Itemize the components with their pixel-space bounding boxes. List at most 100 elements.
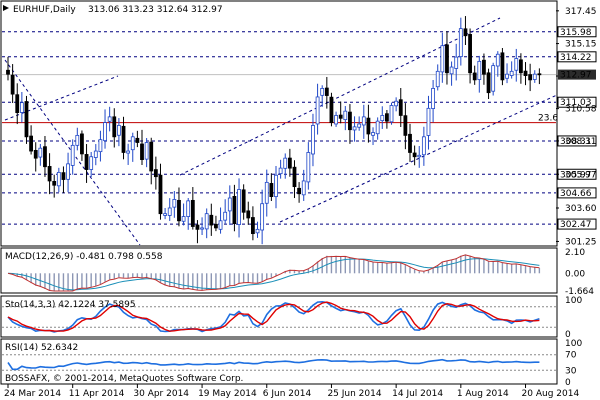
candle-body bbox=[320, 88, 325, 96]
candle-body bbox=[195, 224, 200, 230]
level-tag bbox=[557, 96, 597, 108]
y-tick-label: 315.15 bbox=[565, 40, 597, 50]
sto-tick-label: 0 bbox=[565, 330, 571, 340]
candle-body bbox=[232, 196, 237, 225]
candle-body bbox=[329, 96, 334, 123]
chart-ohlc: 313.06 313.23 312.64 312.97 bbox=[88, 5, 223, 15]
chart-marker-icon bbox=[3, 5, 9, 11]
channel-lower-line bbox=[279, 94, 558, 223]
candle-body bbox=[482, 59, 486, 75]
candle-body bbox=[445, 44, 449, 74]
candle-body bbox=[287, 157, 292, 169]
y-tick-label: 303.60 bbox=[565, 204, 597, 214]
candle-body bbox=[435, 70, 440, 88]
candle-body bbox=[338, 114, 343, 119]
candle-body bbox=[523, 70, 528, 76]
y-tick-label: 301.25 bbox=[565, 237, 597, 247]
candle-body bbox=[43, 146, 47, 168]
candle-body bbox=[509, 70, 514, 76]
candle-body bbox=[255, 228, 260, 234]
resistance-trend-line bbox=[4, 75, 119, 121]
candle-body bbox=[398, 99, 403, 116]
candle-body bbox=[181, 216, 186, 222]
y-tick-label: 305.97 bbox=[565, 170, 597, 180]
y-tick-label: 308.31 bbox=[565, 137, 597, 147]
candle-body bbox=[107, 116, 112, 122]
candle-body bbox=[463, 28, 468, 37]
candle-body bbox=[505, 73, 509, 79]
stochastic-indicator: 100 0 bbox=[2, 296, 582, 340]
candle-body bbox=[440, 45, 445, 73]
candle-body bbox=[389, 105, 394, 123]
level-label: 314.22 bbox=[560, 53, 592, 63]
rsi-line bbox=[7, 358, 540, 371]
level-label: 302.47 bbox=[560, 220, 592, 230]
candle-body bbox=[209, 214, 214, 226]
level-tag bbox=[557, 26, 597, 38]
level-label: 315.98 bbox=[560, 28, 592, 38]
candle-body bbox=[468, 34, 472, 74]
x-tick-label: 24 Mar 2014 bbox=[4, 389, 61, 399]
date-axis: 24 Mar 2014 11 Apr 2014 30 Apr 2014 19 May … bbox=[4, 384, 579, 399]
candle-body bbox=[80, 133, 84, 155]
sto-panel-frame bbox=[0, 295, 558, 338]
candle-body bbox=[431, 88, 436, 109]
candle-body bbox=[84, 154, 89, 170]
price-axis: 315.98 314.22 311.03 308.31 305.97 304.66 302.… bbox=[556, 7, 597, 247]
candle-body bbox=[486, 72, 491, 94]
candle-body bbox=[103, 122, 107, 142]
level-label: 304.66 bbox=[560, 189, 592, 199]
candle-body bbox=[537, 73, 542, 76]
candle-body bbox=[260, 203, 265, 231]
candle-body bbox=[514, 58, 519, 71]
candle-body bbox=[518, 59, 523, 74]
x-tick-label: 1 Aug 2014 bbox=[457, 389, 509, 399]
candle-body bbox=[380, 115, 385, 122]
y-tick-label: 310.58 bbox=[565, 105, 597, 115]
candle-body bbox=[264, 181, 269, 204]
x-tick-label: 14 Jul 2014 bbox=[392, 389, 443, 399]
fib-label: 23.6 bbox=[538, 114, 558, 124]
candle-body bbox=[38, 147, 43, 158]
candle-body bbox=[528, 74, 533, 81]
candle-body bbox=[223, 211, 228, 221]
candle-body bbox=[56, 171, 61, 187]
level-label: 308.31 bbox=[560, 137, 592, 147]
candle-body bbox=[135, 137, 140, 143]
macd-indicator: 2.10 0.00 -1.664 bbox=[7, 248, 594, 297]
candle-body bbox=[126, 150, 131, 154]
x-tick-label: 11 Apr 2014 bbox=[69, 389, 125, 399]
sto-signal-line bbox=[7, 301, 540, 332]
candle-body bbox=[394, 100, 399, 107]
macd-main-line bbox=[7, 254, 540, 292]
current-price-label: 312.97 bbox=[560, 71, 592, 81]
candle-body bbox=[532, 73, 537, 80]
candle-body bbox=[112, 116, 117, 138]
candle-body bbox=[214, 223, 218, 229]
main-panel-frame bbox=[0, 0, 558, 247]
candle-body bbox=[140, 143, 144, 160]
candle-body bbox=[19, 102, 24, 113]
candle-body bbox=[47, 166, 52, 182]
macd-tick-label: -1.664 bbox=[565, 287, 594, 297]
rsi-indicator: 100 70 30 0 bbox=[2, 339, 582, 388]
rsi-tick-label: 30 bbox=[565, 366, 577, 376]
candle-body bbox=[116, 125, 121, 136]
candle-body bbox=[190, 199, 195, 227]
macd-tick-label: 0.00 bbox=[565, 269, 585, 279]
candle-body bbox=[477, 60, 482, 80]
candle-body bbox=[29, 135, 34, 152]
sto-tick-label: 100 bbox=[565, 296, 582, 306]
candle-body bbox=[153, 169, 158, 178]
candle-body bbox=[6, 69, 10, 75]
x-tick-label: 6 Jun 2014 bbox=[263, 389, 312, 399]
sto-main-line bbox=[7, 300, 540, 333]
candle-body bbox=[10, 74, 15, 95]
candle-body bbox=[361, 116, 366, 126]
candle-body bbox=[348, 111, 352, 131]
candle-body bbox=[274, 174, 278, 198]
candle-body bbox=[301, 180, 306, 196]
candle-body bbox=[311, 125, 315, 155]
candle-body bbox=[426, 107, 431, 136]
